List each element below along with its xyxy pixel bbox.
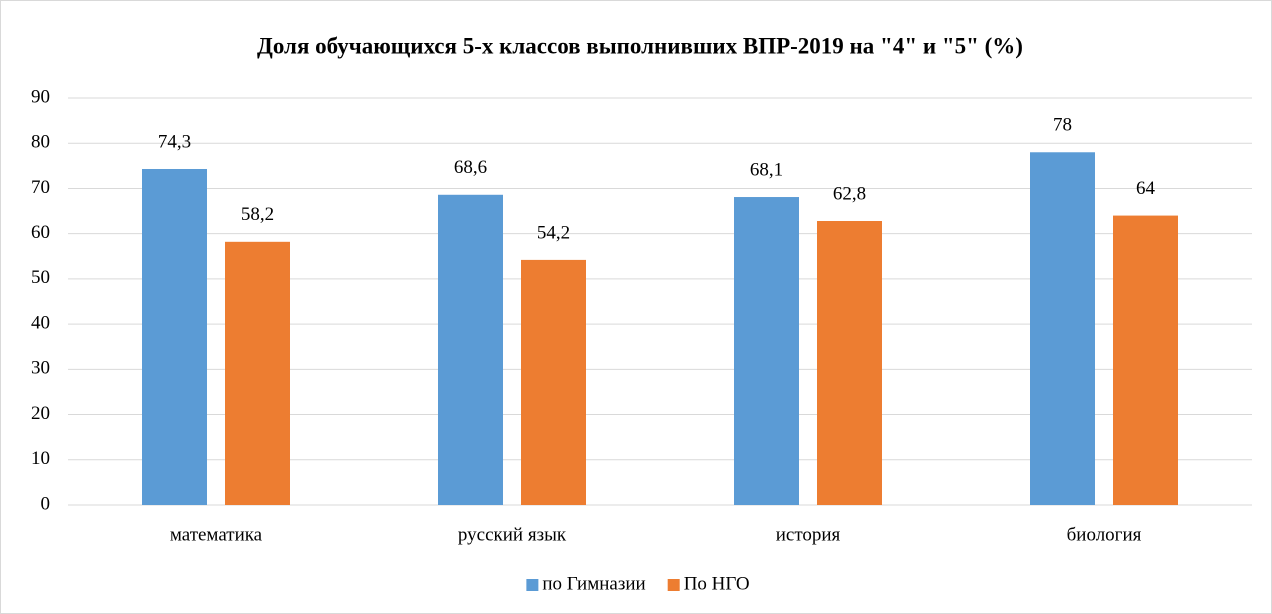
bar [1113,215,1178,506]
bar [521,259,586,505]
y-tick-label: 40 [31,312,50,333]
data-label: 58,2 [241,204,274,225]
bar [225,241,290,505]
data-label: 78 [1053,115,1072,136]
x-tick-label: математика [170,524,263,545]
legend-swatch [526,579,539,591]
legend-label: по Гимназии [542,573,645,594]
chart-title: Доля обучающихся 5-х классов выполнивших… [257,33,1023,58]
bar [734,197,799,505]
y-tick-label: 20 [31,403,50,424]
data-label: 54,2 [537,222,570,243]
y-tick-label: 0 [41,493,51,514]
data-label: 68,6 [454,157,487,178]
bar [142,168,207,505]
y-tick-label: 70 [31,177,50,198]
bar [438,194,503,505]
y-tick-label: 60 [31,222,50,243]
y-tick-label: 10 [31,448,50,469]
data-label: 62,8 [833,183,866,204]
y-tick-label: 30 [31,358,50,379]
y-tick-label: 80 [31,132,50,153]
data-label: 74,3 [158,131,191,152]
legend-swatch [667,579,680,591]
y-tick-label: 90 [31,86,50,107]
x-tick-label: история [776,524,841,545]
data-label: 68,1 [750,159,783,180]
bar [817,221,882,505]
x-tick-label: русский язык [458,524,567,545]
bar [1030,152,1095,505]
x-tick-label: биология [1067,524,1142,545]
legend-label: По НГО [684,573,750,594]
data-label: 64 [1136,178,1156,199]
y-tick-label: 50 [31,267,50,288]
